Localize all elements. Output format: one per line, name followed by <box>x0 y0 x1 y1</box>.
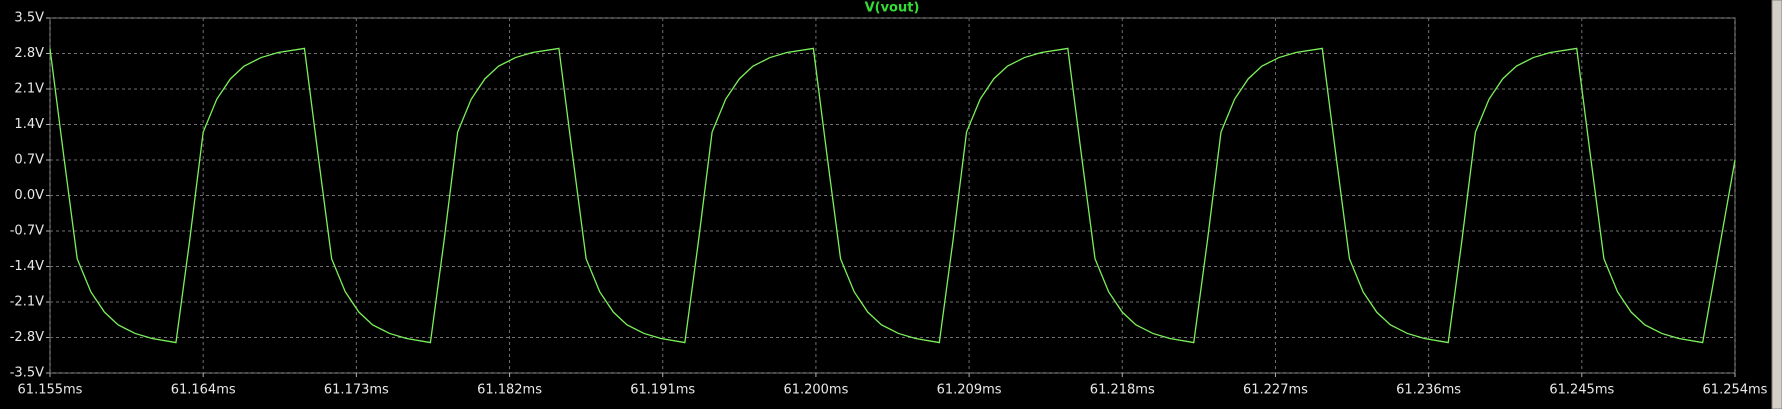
y-tick-label: -3.5V <box>10 366 44 381</box>
y-tick-label: 2.1V <box>14 82 44 97</box>
x-tick-label: 61.209ms <box>937 383 1002 398</box>
x-tick-label: 61.218ms <box>1090 383 1155 398</box>
y-tick-label: 3.5V <box>14 11 44 26</box>
y-tick-label: -1.4V <box>10 259 44 274</box>
x-tick-label: 61.173ms <box>324 383 389 398</box>
y-tick-label: -0.7V <box>10 224 44 239</box>
x-tick-label: 61.227ms <box>1243 383 1308 398</box>
scrollbar[interactable] <box>1771 0 1782 409</box>
trace-title[interactable]: V(vout) <box>865 1 920 16</box>
x-tick-label: 61.164ms <box>171 383 236 398</box>
trace <box>49 47 1736 344</box>
x-tick-label: 61.236ms <box>1396 383 1461 398</box>
y-tick-label: 0.7V <box>14 153 44 168</box>
x-tick-label: 61.245ms <box>1549 383 1614 398</box>
x-tick-label: 61.191ms <box>630 383 695 398</box>
y-tick-label: -2.8V <box>10 330 44 345</box>
y-tick-label: 2.8V <box>14 46 44 61</box>
x-tick-label: 61.182ms <box>477 383 542 398</box>
y-tick-label: -2.1V <box>10 295 44 310</box>
x-tick-label: 61.200ms <box>783 383 848 398</box>
x-tick-label: 61.155ms <box>18 383 83 398</box>
x-tick-label: 61.254ms <box>1703 383 1768 398</box>
y-tick-label: 0.0V <box>14 188 44 203</box>
y-tick-label: 1.4V <box>14 117 44 132</box>
